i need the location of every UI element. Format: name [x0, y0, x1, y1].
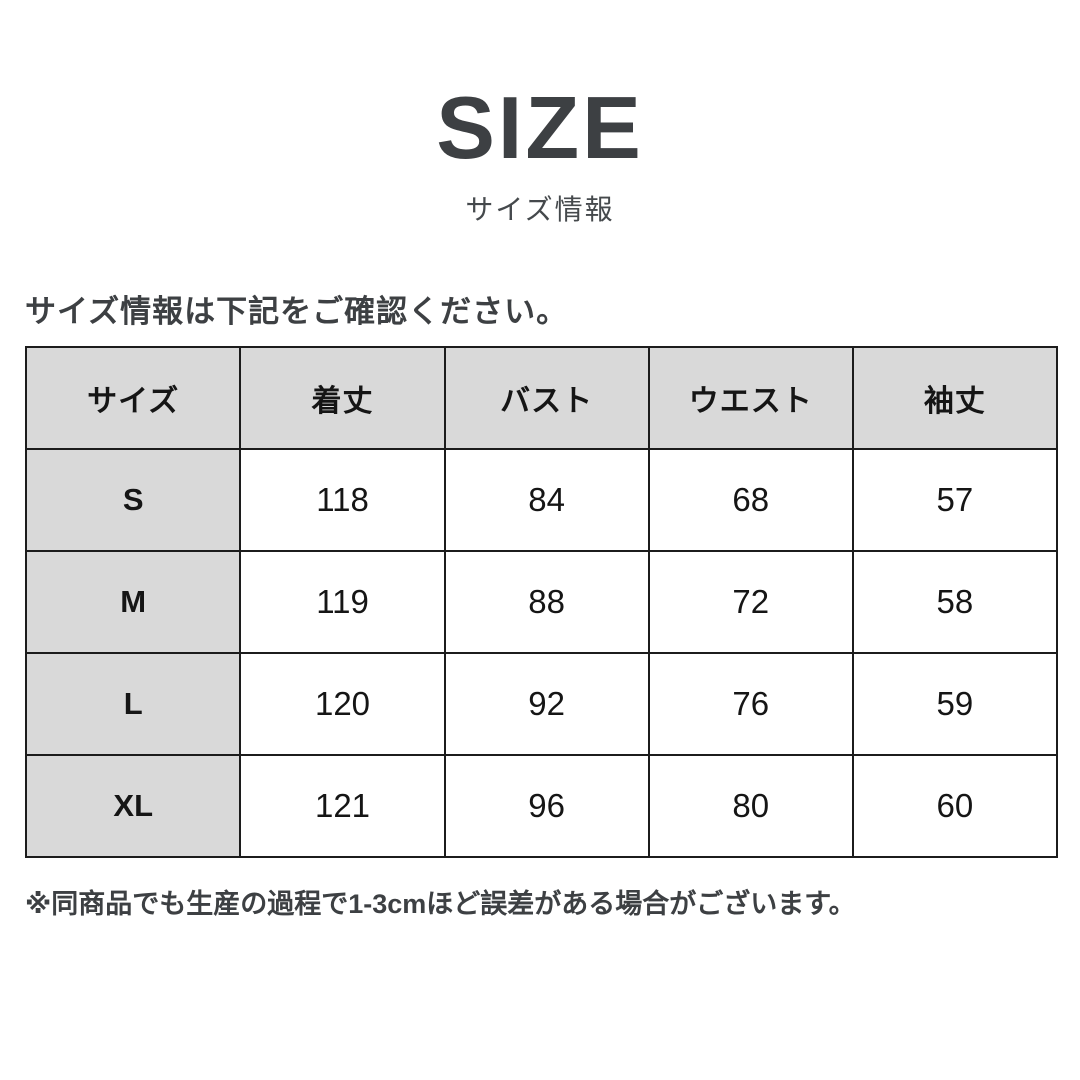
table-cell: 59: [851, 652, 1059, 756]
table-cell: 121: [239, 754, 446, 858]
disclaimer-note: ※同商品でも生産の過程で1-3cmほど誤差がある場合がございます。: [25, 889, 856, 919]
table-cell: 57: [851, 448, 1059, 552]
table-cell: 76: [647, 652, 854, 756]
page-header: SIZE サイズ情報: [0, 0, 1080, 228]
table-header-row: サイズ 着丈 バスト ウエスト 袖丈: [24, 346, 1059, 450]
table-cell: 96: [443, 754, 650, 858]
table-cell: 80: [647, 754, 854, 858]
column-header-sleeve: 袖丈: [851, 346, 1059, 450]
table-row-l: L 120 92 76 59: [24, 652, 1059, 756]
size-label: L: [24, 652, 242, 756]
intro-heading: サイズ情報は下記をご確認ください。: [25, 294, 569, 329]
size-label: S: [24, 448, 242, 552]
table-cell: 58: [851, 550, 1059, 654]
column-header-size: サイズ: [24, 346, 242, 450]
column-header-bust: バスト: [443, 346, 650, 450]
page-subtitle: サイズ情報: [465, 194, 615, 225]
table-cell: 120: [239, 652, 446, 756]
table-cell: 118: [239, 448, 446, 552]
size-table: サイズ 着丈 バスト ウエスト 袖丈 S 118 84 68 57 M 119 …: [24, 346, 1059, 858]
table-cell: 72: [647, 550, 854, 654]
table-cell: 92: [443, 652, 650, 756]
table-row-xl: XL 121 96 80 60: [24, 754, 1059, 858]
table-row-m: M 119 88 72 58: [24, 550, 1059, 654]
size-label: M: [24, 550, 242, 654]
table-cell: 60: [851, 754, 1059, 858]
table-cell: 84: [443, 448, 650, 552]
table-row-s: S 118 84 68 57: [24, 448, 1059, 552]
table-cell: 88: [443, 550, 650, 654]
column-header-waist: ウエスト: [647, 346, 854, 450]
table-cell: 68: [647, 448, 854, 552]
size-label: XL: [24, 754, 242, 858]
column-header-length: 着丈: [239, 346, 446, 450]
table-cell: 119: [239, 550, 446, 654]
page-title: SIZE: [436, 78, 644, 177]
